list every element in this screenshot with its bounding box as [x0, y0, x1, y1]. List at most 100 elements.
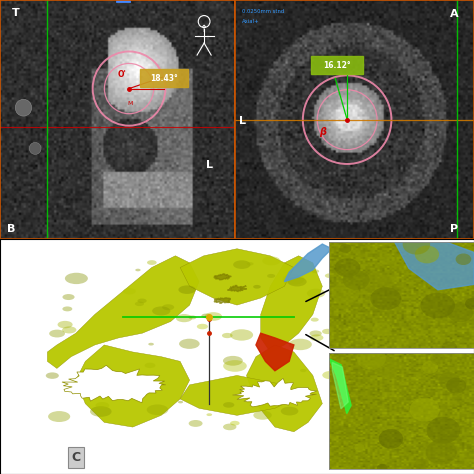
Circle shape [57, 321, 73, 328]
Circle shape [307, 289, 325, 298]
Circle shape [176, 314, 192, 322]
Circle shape [90, 406, 111, 417]
Circle shape [420, 293, 455, 318]
Circle shape [322, 329, 333, 334]
Circle shape [230, 421, 240, 426]
Text: 0.0250mm stnd: 0.0250mm stnd [242, 9, 284, 14]
Circle shape [451, 360, 460, 367]
Circle shape [377, 464, 387, 473]
Polygon shape [261, 256, 322, 352]
Circle shape [447, 303, 473, 322]
Circle shape [364, 271, 392, 292]
Circle shape [205, 312, 222, 321]
Circle shape [456, 254, 471, 265]
Circle shape [62, 327, 76, 333]
Polygon shape [180, 249, 294, 305]
Circle shape [65, 273, 88, 284]
Text: T: T [12, 8, 19, 18]
Polygon shape [228, 285, 247, 292]
Circle shape [146, 404, 168, 415]
Circle shape [354, 444, 365, 452]
Circle shape [179, 339, 200, 349]
Circle shape [77, 378, 96, 387]
Circle shape [267, 274, 275, 278]
Circle shape [189, 420, 202, 427]
Circle shape [421, 442, 430, 449]
Text: ↑: ↑ [200, 24, 208, 34]
Circle shape [427, 417, 460, 444]
Text: M: M [128, 101, 133, 106]
Circle shape [123, 288, 136, 294]
Polygon shape [214, 274, 231, 280]
FancyBboxPatch shape [311, 56, 363, 74]
Text: O': O' [117, 70, 126, 79]
Circle shape [223, 356, 243, 366]
Text: β: β [319, 127, 327, 137]
Polygon shape [62, 365, 166, 403]
Circle shape [247, 262, 254, 265]
Polygon shape [76, 345, 190, 427]
Circle shape [410, 398, 439, 421]
Circle shape [373, 322, 392, 337]
Circle shape [83, 394, 90, 397]
Polygon shape [332, 363, 348, 409]
Circle shape [310, 330, 322, 337]
Polygon shape [214, 298, 230, 303]
Circle shape [189, 316, 196, 319]
Circle shape [426, 439, 456, 465]
Polygon shape [329, 359, 351, 413]
Circle shape [430, 352, 446, 365]
Circle shape [311, 269, 319, 273]
Circle shape [332, 283, 360, 304]
Circle shape [95, 402, 109, 409]
Circle shape [273, 387, 288, 394]
Circle shape [49, 329, 65, 337]
Circle shape [46, 373, 59, 379]
Circle shape [374, 357, 399, 378]
Circle shape [283, 274, 304, 285]
Circle shape [310, 318, 319, 322]
Circle shape [379, 429, 403, 449]
Circle shape [178, 401, 183, 403]
Circle shape [281, 407, 298, 415]
Circle shape [322, 371, 339, 379]
Circle shape [402, 234, 430, 255]
Circle shape [223, 424, 237, 430]
Circle shape [63, 294, 74, 300]
Circle shape [380, 254, 395, 265]
Circle shape [325, 273, 334, 278]
Circle shape [63, 307, 73, 311]
Text: P: P [450, 224, 458, 234]
Text: L: L [239, 117, 246, 127]
Circle shape [301, 387, 310, 392]
Circle shape [48, 411, 70, 422]
Text: 16.12°: 16.12° [323, 61, 351, 70]
Circle shape [253, 410, 272, 420]
Polygon shape [256, 333, 294, 371]
Circle shape [145, 363, 155, 368]
FancyBboxPatch shape [140, 69, 188, 87]
Text: B: B [7, 224, 16, 234]
Circle shape [148, 343, 154, 346]
Circle shape [135, 269, 141, 271]
Circle shape [178, 285, 196, 294]
Polygon shape [246, 345, 322, 432]
Circle shape [465, 298, 474, 310]
Polygon shape [233, 378, 317, 407]
Circle shape [223, 402, 234, 408]
Circle shape [162, 304, 174, 310]
Circle shape [253, 285, 261, 289]
Circle shape [370, 287, 401, 310]
Circle shape [339, 244, 352, 253]
Circle shape [230, 329, 253, 341]
Circle shape [335, 258, 360, 277]
Circle shape [207, 413, 212, 416]
Circle shape [223, 360, 247, 372]
Text: C: C [71, 451, 81, 464]
Circle shape [343, 270, 370, 290]
Circle shape [310, 334, 323, 341]
Circle shape [262, 256, 281, 265]
Circle shape [29, 142, 41, 155]
Circle shape [152, 306, 170, 315]
Circle shape [415, 458, 429, 470]
